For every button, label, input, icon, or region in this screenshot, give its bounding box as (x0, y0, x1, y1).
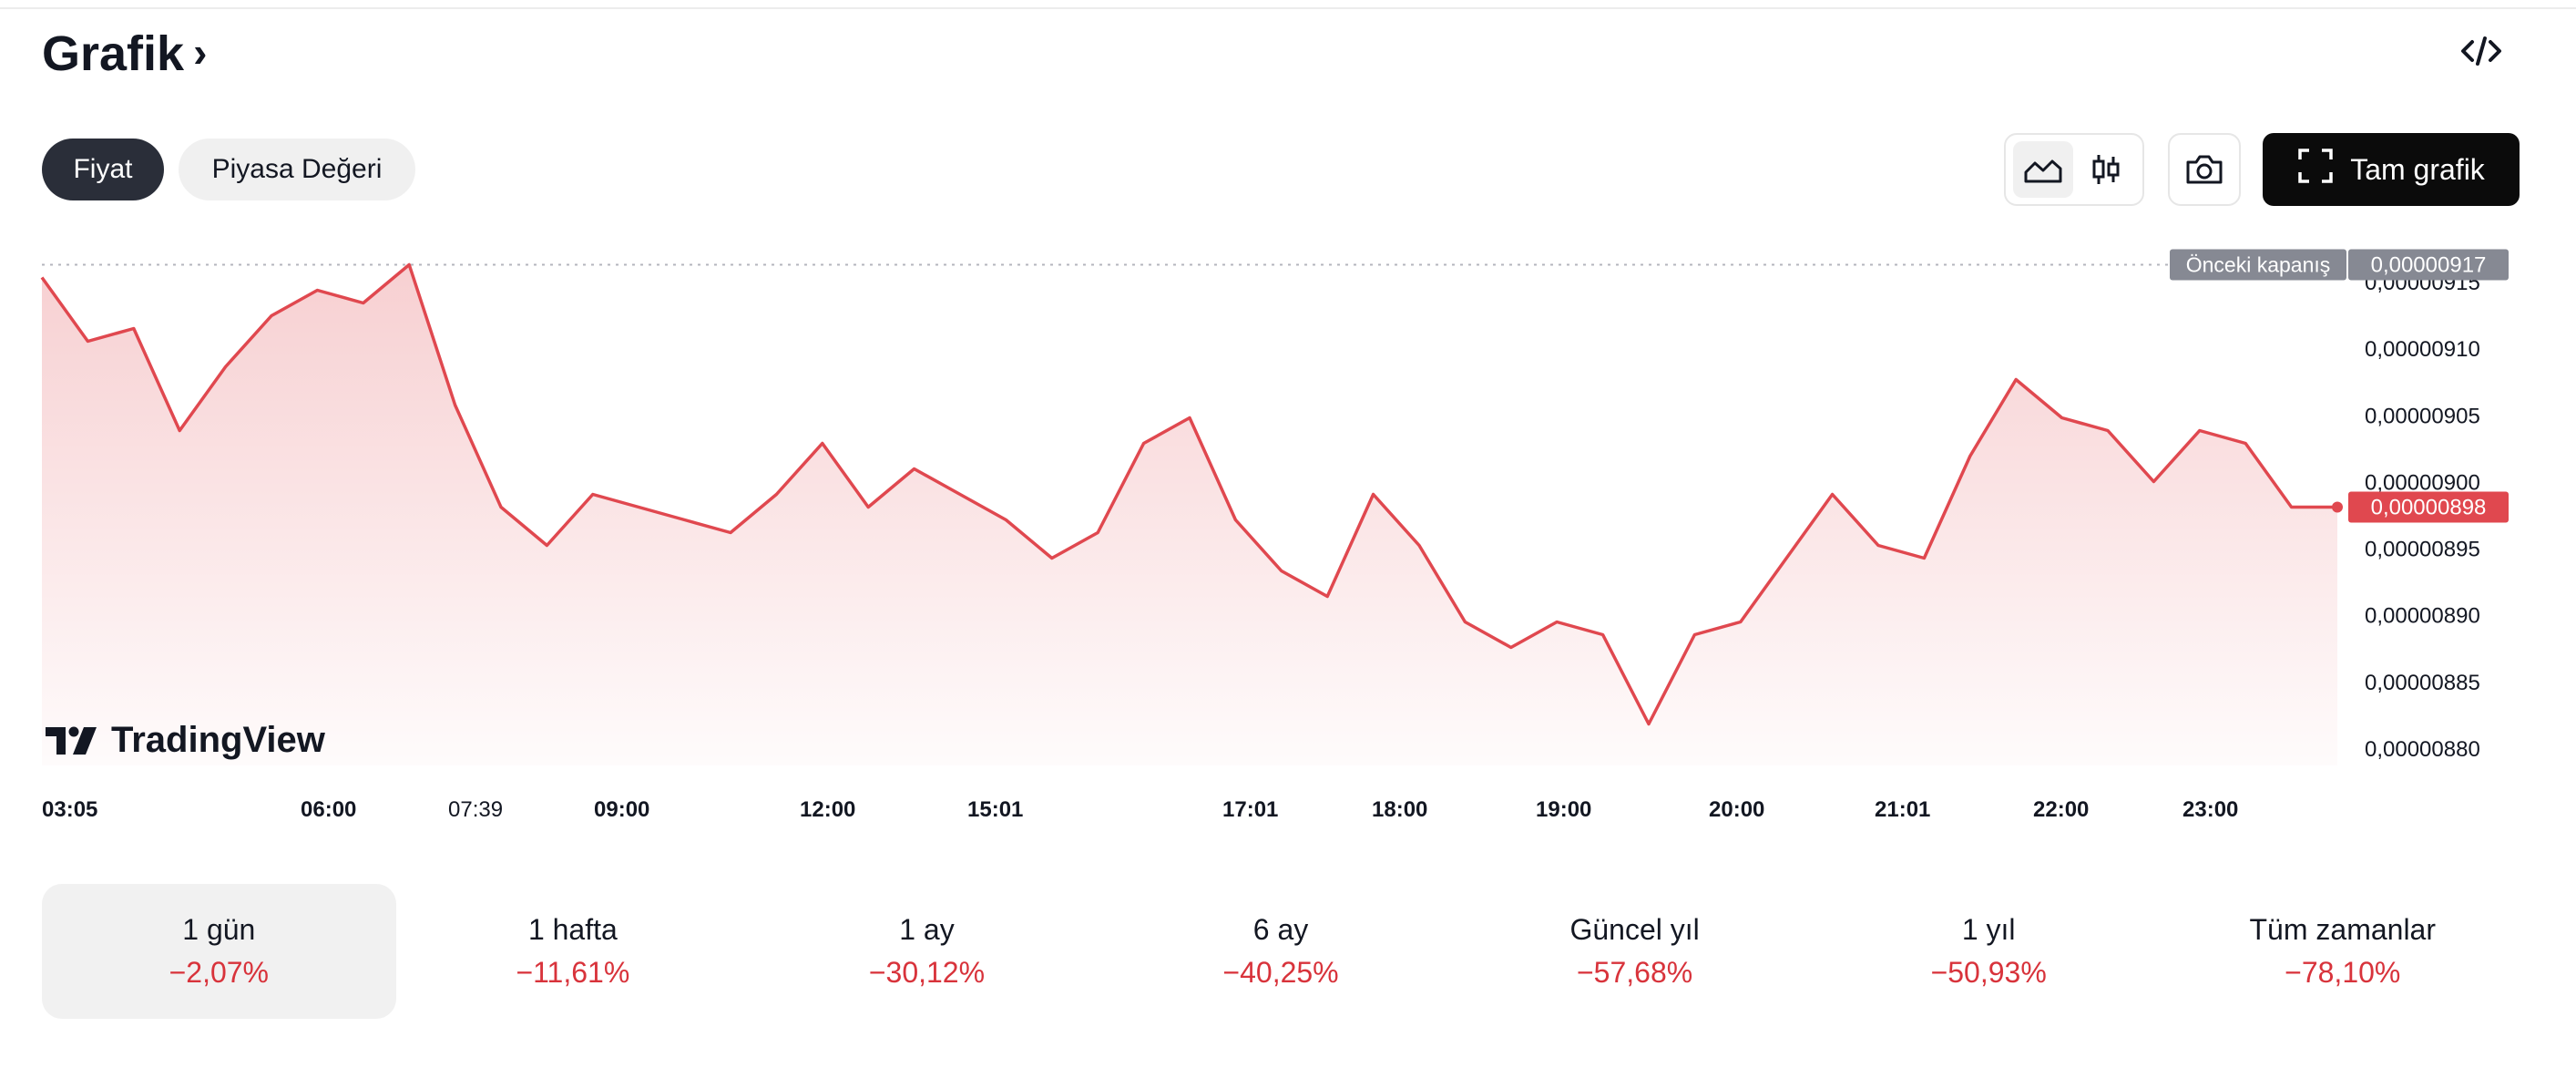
period-tab-all[interactable]: Tüm zamanlar −78,10% (2165, 884, 2520, 1019)
camera-icon[interactable] (2168, 133, 2241, 206)
period-label: Güncel yıl (1569, 913, 1700, 946)
candlestick-icon[interactable] (2076, 141, 2136, 198)
period-tab-ytd[interactable]: Güncel yıl −57,68% (1457, 884, 1812, 1019)
x-tick-label: 03:05 (42, 797, 97, 822)
x-tick-label: 07:39 (448, 797, 503, 822)
top-divider (0, 0, 2576, 9)
y-tick-label: 0,00000910 (2365, 337, 2480, 362)
x-tick-label: 18:00 (1372, 797, 1427, 822)
period-change: −57,68% (1576, 956, 1693, 989)
x-tick-label: 23:00 (2182, 797, 2238, 822)
price-axis: 0,000009150,000009100,000009050,00000900… (2365, 271, 2480, 762)
price-line (40, 262, 2337, 726)
fullscreen-icon (2297, 148, 2334, 191)
period-change: −2,07% (169, 956, 269, 989)
y-tick-label: 0,00000890 (2365, 604, 2480, 629)
y-tick-label: 0,00000885 (2365, 671, 2480, 695)
tab-price[interactable]: Fiyat (42, 139, 164, 200)
period-label: 6 ay (1252, 913, 1309, 946)
chart-type-switch (2004, 133, 2144, 206)
period-tab-6m[interactable]: 6 ay −40,25% (1104, 884, 1458, 1019)
period-change: −78,10% (2285, 956, 2401, 989)
x-tick-label: 06:00 (301, 797, 356, 822)
x-tick-label: 21:01 (1875, 797, 1930, 822)
period-change: −11,61% (516, 956, 630, 989)
x-tick-label: 22:00 (2033, 797, 2089, 822)
price-area (42, 264, 2337, 765)
full-chart-label: Tam grafik (2350, 152, 2485, 186)
period-label: 1 gün (182, 913, 256, 946)
time-axis: 03:05 06:00 07:39 09:00 12:00 15:01 17:01 18:00… (42, 797, 2238, 822)
x-tick-label: 19:00 (1536, 797, 1591, 822)
period-label: 1 ay (899, 913, 955, 946)
period-tab-1m[interactable]: 1 ay −30,12% (750, 884, 1104, 1019)
x-tick-label: 15:01 (967, 797, 1023, 822)
period-label: 1 hafta (527, 913, 618, 946)
y-tick-label: 0,00000900 (2365, 470, 2480, 495)
previous-close-value: 0,00000917 (2371, 253, 2487, 278)
period-change: −40,25% (1222, 956, 1339, 989)
period-label: 1 yıl (1961, 913, 2016, 946)
area-chart-icon[interactable] (2012, 141, 2073, 198)
period-change: −30,12% (868, 956, 986, 989)
x-tick-label: 12:00 (800, 797, 855, 822)
period-change: −50,93% (1930, 956, 2047, 989)
previous-close-label: Önceki kapanış (2186, 253, 2331, 277)
last-price-tag: 0,00000898 (2348, 491, 2509, 523)
chevron-right-icon: › (193, 28, 208, 76)
period-tabs: 1 gün −2,07% 1 hafta −11,61% 1 ay −30,12% 6… (42, 884, 2520, 1019)
period-label: Tüm zamanlar (2249, 913, 2437, 946)
last-price-dot (2332, 501, 2343, 513)
period-tab-1w[interactable]: 1 hafta −11,61% (396, 884, 751, 1019)
x-tick-label: 17:01 (1222, 797, 1278, 822)
previous-close-label-bg (2170, 249, 2346, 281)
previous-close-tag: Önceki kapanış 0,00000917 (2170, 249, 2509, 281)
last-price-value: 0,00000898 (2371, 496, 2487, 520)
x-tick-label: 09:00 (594, 797, 649, 822)
tradingview-icon (46, 726, 97, 755)
full-chart-button[interactable]: Tam grafik (2263, 133, 2520, 206)
period-tab-1y[interactable]: 1 yıl −50,93% (1812, 884, 2166, 1019)
y-tick-label: 0,00000905 (2365, 404, 2480, 428)
page-title-text: Grafik (42, 26, 185, 81)
tradingview-logo[interactable]: TradingView (44, 720, 325, 761)
code-icon[interactable] (2459, 33, 2503, 77)
tradingview-wordmark: TradingView (111, 720, 325, 760)
page-title[interactable]: Grafik › (42, 26, 207, 82)
last-price-tag-bg (2348, 491, 2509, 523)
y-tick-label: 0,00000880 (2365, 737, 2480, 762)
previous-close-value-bg (2348, 249, 2509, 281)
y-tick-label: 0,00000895 (2365, 538, 2480, 562)
x-tick-label: 20:00 (1709, 797, 1764, 822)
price-chart[interactable]: 0,000009150,000009100,000009050,00000900… (0, 228, 2576, 829)
tab-market-cap[interactable]: Piyasa Değeri (179, 139, 415, 200)
period-tab-1d[interactable]: 1 gün −2,07% (42, 884, 396, 1019)
